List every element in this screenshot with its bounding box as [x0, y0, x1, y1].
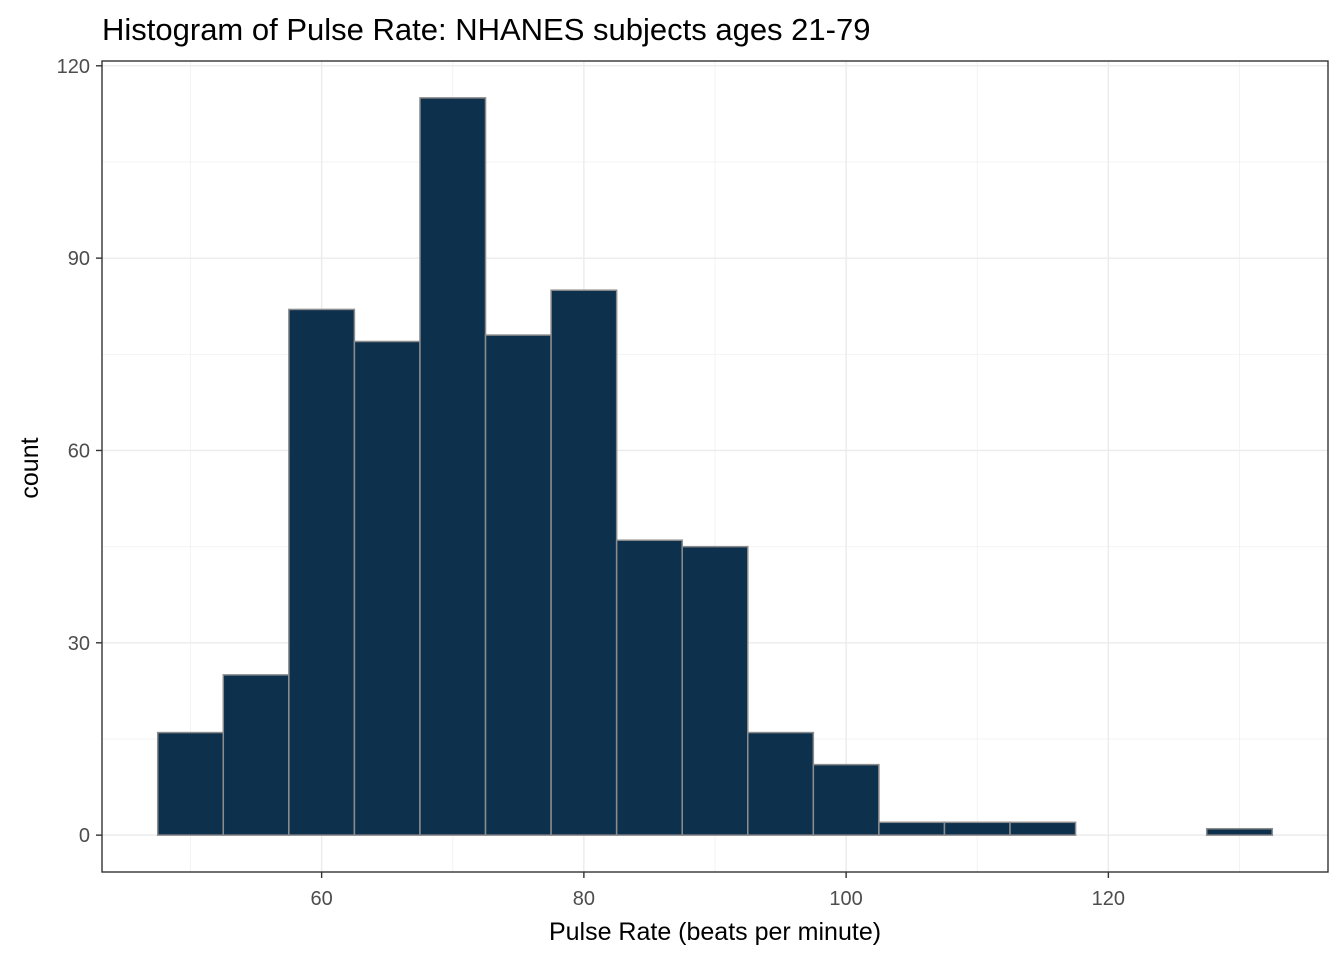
histogram-bar [484, 334, 552, 836]
histogram-bar [1205, 827, 1274, 836]
x-tick-label: 120 [1092, 888, 1125, 910]
histogram-bar [615, 539, 683, 836]
histogram-bar [878, 821, 946, 836]
histogram-bar [288, 308, 356, 836]
x-tick-label: 80 [573, 888, 595, 910]
x-axis-title: Pulse Rate (beats per minute) [549, 918, 881, 946]
histogram-bar [419, 97, 487, 836]
histogram-bar [681, 545, 749, 836]
x-tick-label: 60 [311, 888, 333, 910]
y-axis-title: count [16, 437, 44, 498]
y-tick-label: 60 [68, 440, 90, 462]
y-tick-label: 30 [68, 633, 90, 655]
histogram-bar [222, 674, 290, 836]
panel-border [101, 60, 1329, 873]
histogram-bar [156, 731, 225, 836]
axis-layer: 60 80 100 120 0 30 60 90 120 [57, 56, 1125, 910]
y-tick-label: 120 [57, 56, 90, 78]
histogram-bar [812, 763, 880, 836]
x-tick-label: 100 [829, 888, 862, 910]
histogram-bar [550, 289, 618, 836]
histogram-bar [1009, 821, 1077, 836]
chart-title: Histogram of Pulse Rate: NHANES subjects… [102, 12, 870, 47]
y-tick-label: 90 [68, 248, 90, 270]
y-tick-label: 0 [79, 825, 90, 847]
histogram-bar [353, 340, 421, 836]
histogram-bar [747, 731, 815, 836]
histogram-bar [943, 821, 1011, 836]
bar-layer [156, 97, 1274, 836]
